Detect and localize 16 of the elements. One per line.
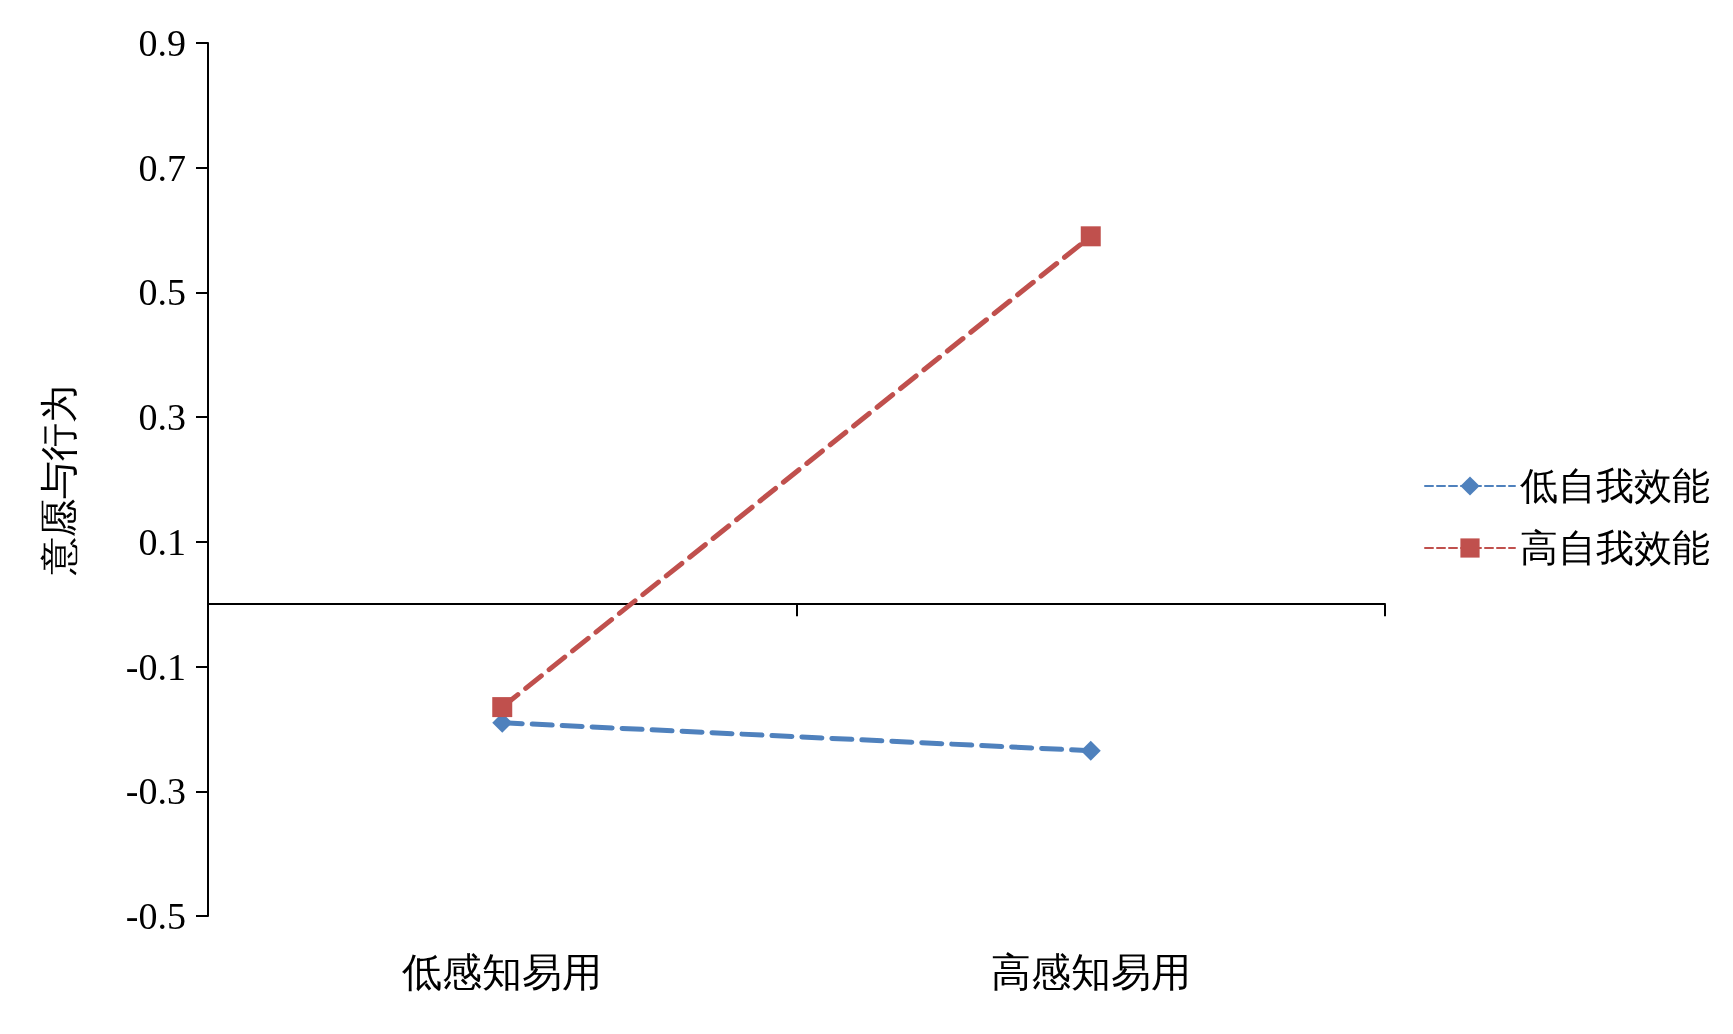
- legend-label: 高自我效能: [1520, 527, 1710, 569]
- y-tick-label: -0.5: [125, 895, 186, 937]
- legend-label: 低自我效能: [1520, 465, 1710, 507]
- y-tick-label: 0.3: [138, 396, 186, 439]
- x-tick-label: 高感知易用: [990, 949, 1191, 995]
- y-tick-label: -0.3: [125, 770, 186, 813]
- y-tick-label: 0.5: [138, 271, 186, 314]
- y-tick-label: -0.1: [125, 645, 186, 688]
- y-axis-title: 意愿与行为: [38, 384, 80, 576]
- y-tick-label: 0.7: [138, 146, 186, 189]
- point: [1080, 740, 1101, 761]
- point: [1080, 226, 1101, 247]
- y-tick-label: 0.1: [138, 520, 186, 563]
- y-tick-label: 0.9: [138, 22, 186, 64]
- x-tick-label: 低感知易用: [402, 949, 603, 995]
- point: [492, 697, 513, 718]
